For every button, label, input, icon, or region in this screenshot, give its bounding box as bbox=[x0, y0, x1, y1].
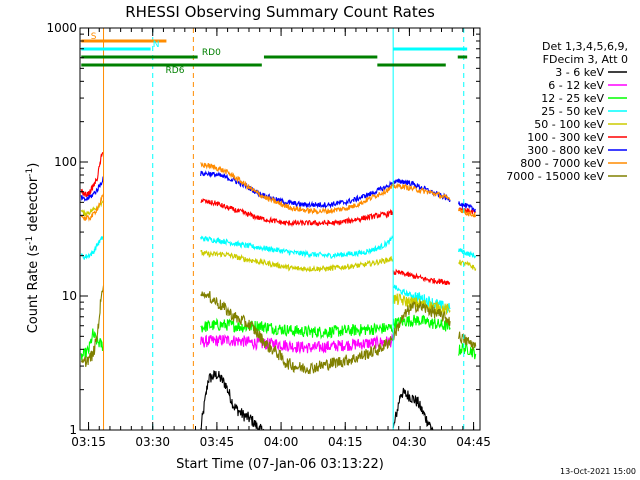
flag-label: S bbox=[91, 32, 97, 42]
chart-title: RHESSI Observing Summary Count Rates bbox=[125, 3, 435, 21]
legend-entry: 6 - 12 keV bbox=[548, 79, 627, 92]
series-800-7000keV bbox=[80, 162, 477, 222]
series-line bbox=[392, 314, 451, 332]
x-tick-label: 04:30 bbox=[392, 435, 427, 449]
x-axis-label: Start Time (07-Jan-06 03:13:22) bbox=[176, 457, 384, 472]
legend-entry: 7000 - 15000 keV bbox=[506, 170, 627, 183]
series-line bbox=[458, 248, 477, 259]
y-tick-label: 1000 bbox=[46, 21, 77, 35]
series-line bbox=[80, 193, 105, 222]
legend-label: 7000 - 15000 keV bbox=[506, 170, 604, 183]
legend: Det 1,3,4,5,6,9,FDecim 3, Att 03 - 6 keV… bbox=[506, 40, 628, 183]
legend-entry: 3 - 6 keV bbox=[555, 66, 627, 79]
y-tick-label: 100 bbox=[54, 155, 77, 169]
series-line bbox=[200, 235, 394, 259]
y-axis-label: Count Rate (s-1 detector-1) bbox=[25, 163, 41, 334]
y-tick-label: 10 bbox=[62, 289, 77, 303]
flag-n: N bbox=[81, 40, 468, 51]
series-line bbox=[392, 301, 451, 341]
series-line bbox=[458, 259, 477, 271]
legend-entry: 50 - 100 keV bbox=[534, 118, 627, 131]
series-25-50keV bbox=[80, 235, 477, 313]
x-tick-label: 03:45 bbox=[200, 435, 235, 449]
series-line bbox=[80, 285, 105, 368]
series-300-800keV bbox=[80, 170, 476, 213]
series-line bbox=[392, 181, 451, 202]
series-line bbox=[392, 178, 451, 203]
series-line bbox=[200, 249, 394, 273]
series-line bbox=[200, 317, 394, 340]
legend-label: 800 - 7000 keV bbox=[520, 157, 604, 170]
y-tick-label: 1 bbox=[69, 423, 77, 437]
vline-layer bbox=[103, 28, 465, 430]
flag-label: N bbox=[153, 40, 160, 50]
legend-label: 300 - 800 keV bbox=[527, 144, 604, 157]
series-100-300keV bbox=[80, 151, 477, 286]
x-tick-label: 04:45 bbox=[456, 435, 491, 449]
flag-rd6: RD6 bbox=[81, 63, 446, 76]
series-6-12keV bbox=[200, 333, 394, 355]
legend-entry: 100 - 300 keV bbox=[527, 131, 627, 144]
series-line bbox=[458, 201, 476, 213]
x-tick-label: 03:15 bbox=[71, 435, 106, 449]
series-line bbox=[392, 284, 451, 313]
flag-label: RD6 bbox=[166, 66, 185, 76]
legend-label: 6 - 12 keV bbox=[548, 79, 604, 92]
series-line bbox=[200, 370, 265, 430]
flag-s: S bbox=[81, 32, 167, 43]
series-7000-15000keV bbox=[80, 285, 477, 375]
series-line bbox=[458, 208, 477, 218]
date-stamp: 13-Oct-2021 15:00 bbox=[560, 467, 636, 476]
series-line bbox=[80, 328, 105, 361]
legend-label: 3 - 6 keV bbox=[555, 66, 604, 79]
legend-entry: 12 - 25 keV bbox=[541, 92, 627, 105]
legend-entry: 300 - 800 keV bbox=[527, 144, 627, 157]
series-line bbox=[458, 331, 477, 351]
series-3-6keV bbox=[200, 370, 434, 430]
series-line bbox=[80, 151, 104, 198]
legend-label: 25 - 50 keV bbox=[541, 105, 604, 118]
x-tick-label: 03:30 bbox=[135, 435, 170, 449]
series-line bbox=[200, 170, 394, 210]
x-tick-label: 04:00 bbox=[264, 435, 299, 449]
legend-label: 50 - 100 keV bbox=[534, 118, 604, 131]
legend-entry: 800 - 7000 keV bbox=[520, 157, 627, 170]
legend-entry: 25 - 50 keV bbox=[541, 105, 627, 118]
plot-frame bbox=[79, 27, 481, 431]
legend-label: 12 - 25 keV bbox=[541, 92, 604, 105]
series-layer bbox=[80, 151, 477, 430]
flag-label: RD0 bbox=[202, 48, 221, 58]
series-line bbox=[200, 290, 394, 375]
axes-layer: 1 10 100 1000 03:15 03:30 03:45 04:00 04:15 04:30… bbox=[46, 21, 490, 449]
legend-header: FDecim 3, Att 0 bbox=[543, 53, 628, 66]
series-line bbox=[200, 162, 394, 215]
series-line bbox=[392, 387, 434, 430]
legend-header: Det 1,3,4,5,6,9, bbox=[542, 40, 628, 53]
series-line bbox=[80, 235, 104, 260]
series-line bbox=[80, 176, 104, 202]
series-line bbox=[392, 268, 451, 286]
legend-label: 100 - 300 keV bbox=[527, 131, 604, 144]
x-tick-label: 04:15 bbox=[328, 435, 363, 449]
flag-layer: S N RD0 RD6 bbox=[81, 32, 468, 76]
flag-rd0: RD0 bbox=[81, 48, 468, 59]
series-line bbox=[200, 333, 394, 355]
series-line bbox=[200, 198, 394, 228]
